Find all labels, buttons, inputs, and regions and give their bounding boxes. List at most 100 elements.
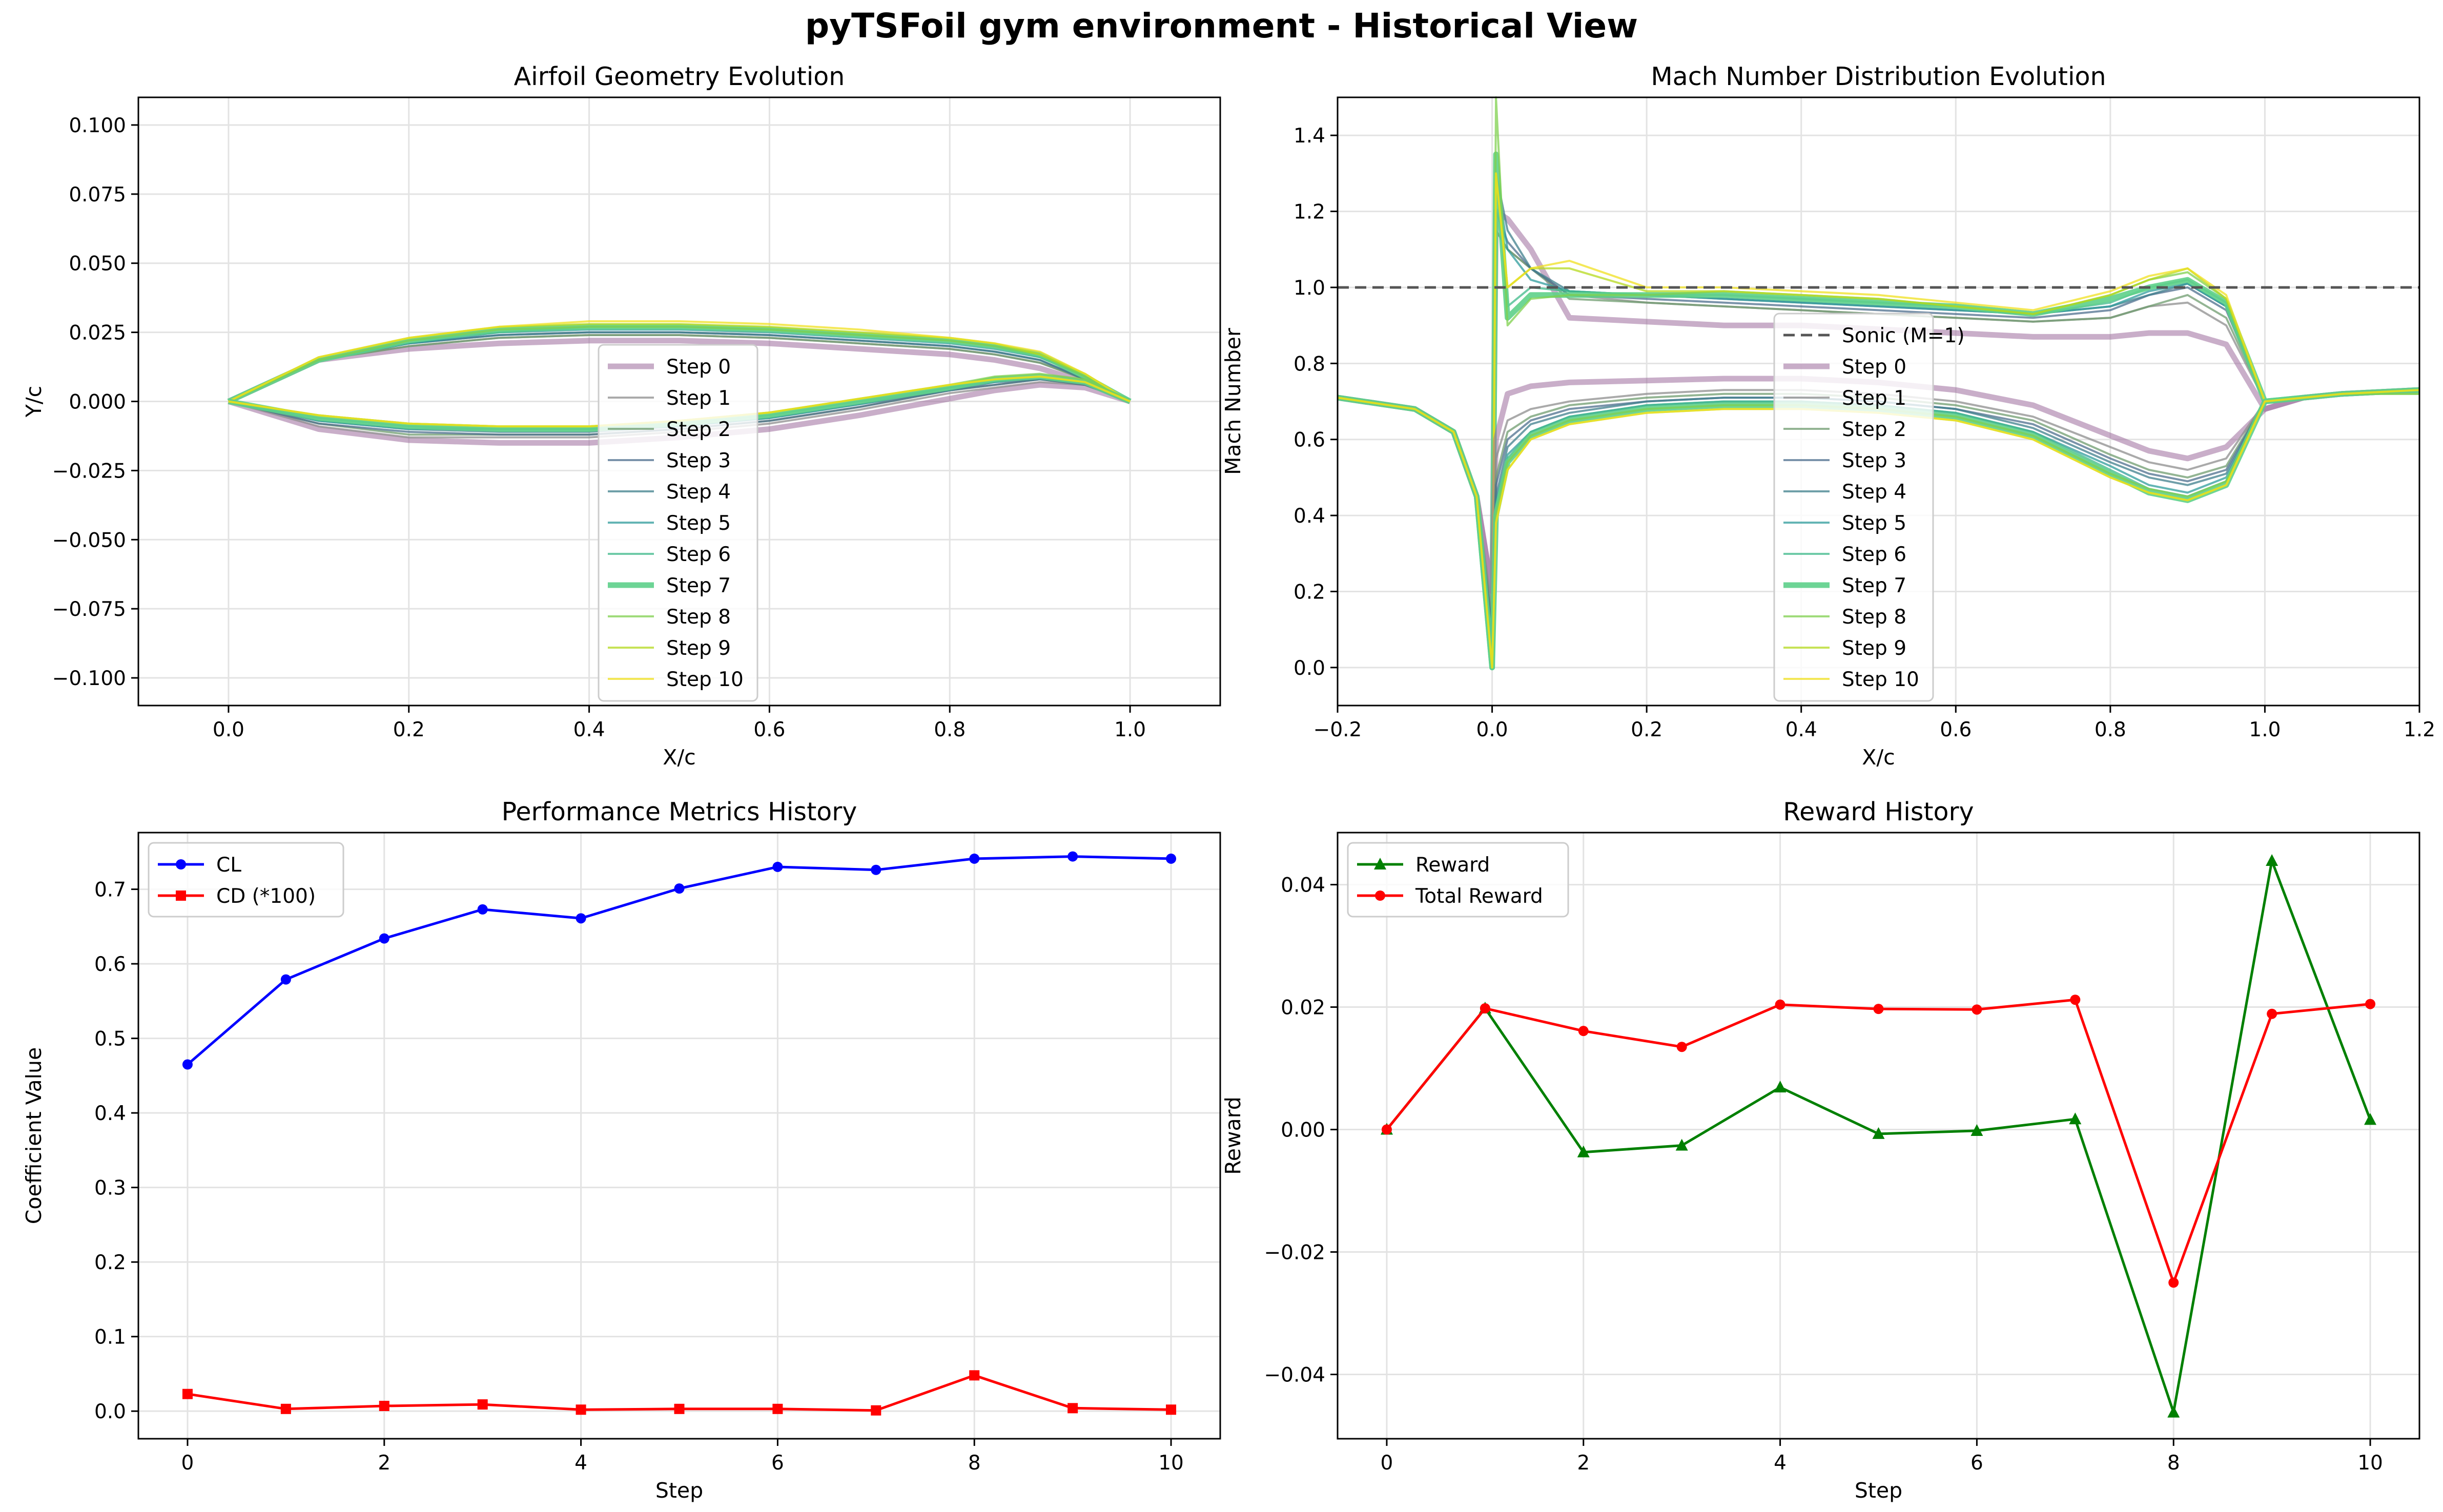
y-tick-label: 0.5	[94, 1028, 126, 1051]
x-tick-label: 6	[1970, 1452, 1983, 1475]
data-point	[1775, 999, 1785, 1010]
data-point	[2167, 1405, 2180, 1418]
legend-label: Step 6	[1842, 543, 1906, 566]
data-point	[1578, 1026, 1589, 1037]
y-tick-label: 0.050	[69, 253, 126, 276]
y-tick-label: 0.2	[94, 1251, 126, 1274]
y-tick-label: 1.4	[1294, 125, 1325, 148]
legend-label: CL	[216, 854, 241, 877]
data-point	[1166, 1404, 1177, 1415]
data-point	[969, 1370, 980, 1381]
y-axis-label: Y/c	[22, 386, 46, 418]
y-tick-label: 0.2	[1294, 581, 1325, 604]
data-point	[280, 974, 291, 985]
data-point	[772, 861, 783, 872]
y-tick-label: 0.8	[1294, 353, 1325, 376]
data-point	[1873, 1004, 1884, 1014]
legend-label: Step 1	[1842, 387, 1906, 410]
y-tick-label: 0.4	[1294, 505, 1325, 528]
axes-frame	[137, 832, 1221, 1440]
legend-frame	[148, 842, 344, 918]
axes-frame	[1337, 832, 2420, 1440]
y-tick-label: 0.0	[94, 1400, 126, 1423]
legend-label: Reward	[1415, 854, 1490, 877]
x-axis-label: X/c	[1862, 745, 1895, 770]
data-point	[1675, 1138, 1688, 1151]
y-tick-label: 0.000	[69, 391, 126, 414]
x-tick-label: 1.0	[2249, 718, 2281, 741]
y-tick-label: 0.0	[1294, 657, 1325, 680]
series-line-lower-step-0	[228, 382, 1131, 446]
data-point	[2266, 854, 2278, 866]
data-point	[871, 1405, 881, 1416]
legend-label: Step 6	[666, 543, 731, 566]
y-axis-label: Reward	[1221, 1096, 1245, 1175]
legend-label: Step 1	[666, 387, 731, 410]
x-tick-label: 6	[771, 1452, 784, 1475]
y-tick-label: 0.7	[94, 879, 126, 902]
legend-label: Step 3	[666, 449, 731, 472]
y-tick-label: 0.6	[1294, 429, 1325, 452]
y-tick-label: −0.050	[52, 529, 126, 552]
legend-label: Step 8	[1842, 606, 1906, 629]
y-tick-label: −0.02	[1264, 1241, 1325, 1265]
x-tick-label: 4	[574, 1452, 587, 1475]
axes-frame	[1337, 96, 2420, 707]
series-line-upper-step-2	[228, 334, 1131, 403]
panel-title: Mach Number Distribution Evolution	[1651, 62, 2106, 91]
legend-label: Step 9	[666, 637, 731, 660]
y-tick-label: 0.02	[1281, 997, 1325, 1020]
y-tick-label: 0.1	[94, 1326, 126, 1349]
legend-frame	[1773, 313, 1934, 702]
y-tick-label: 0.100	[69, 114, 126, 137]
legend-frame	[598, 344, 758, 702]
data-point	[182, 1389, 193, 1399]
legend-marker	[176, 859, 186, 869]
legend-marker	[176, 890, 186, 901]
x-tick-label: 0.4	[573, 718, 605, 741]
performance-series	[182, 851, 1177, 1416]
geometry-legend: Step 0 Step 1 Step 2 Step 3 Step 4 Step 5 Step…	[598, 344, 758, 702]
x-tick-label: 10	[1158, 1452, 1184, 1475]
performance-legend: CL CD (*100)	[148, 842, 344, 918]
x-tick-label: 0.4	[1785, 718, 1817, 741]
data-point	[674, 883, 685, 894]
y-axis-label: Mach Number	[1221, 328, 1245, 475]
data-point	[1676, 1042, 1687, 1052]
legend-label: Step 5	[1842, 512, 1906, 535]
legend-label: Step 4	[1842, 481, 1906, 504]
x-tick-label: 0	[181, 1452, 194, 1475]
legend-label: Step 10	[666, 668, 744, 691]
x-tick-label: 0.0	[213, 718, 244, 741]
axes-frame	[137, 96, 1221, 707]
x-tick-label: 2	[378, 1452, 391, 1475]
reward-axes: 0 2 4 6 8 10 −0.04 −0.02 0.00 0.02 0.04 Reward Hist…	[1221, 797, 2420, 1503]
y-axis-label: Coefficient Value	[22, 1047, 46, 1224]
x-tick-label: 0.8	[2095, 718, 2126, 741]
data-point	[477, 1399, 488, 1410]
data-point	[772, 1403, 783, 1414]
legend-label: Step 2	[666, 418, 731, 441]
legend-frame	[1347, 842, 1569, 918]
data-point	[1067, 1403, 1078, 1414]
y-tick-label: 1.2	[1294, 201, 1325, 224]
data-point	[1480, 1003, 1490, 1013]
legend-label: Step 2	[1842, 418, 1906, 441]
series-line-lower-step-1	[228, 381, 1131, 439]
x-axis-label: Step	[1855, 1478, 1902, 1503]
x-axis-label: X/c	[663, 745, 695, 770]
x-tick-label: 8	[968, 1452, 981, 1475]
data-point	[1067, 851, 1078, 862]
data-point	[871, 864, 881, 875]
legend-label: Step 7	[1842, 574, 1906, 597]
data-point	[2364, 1113, 2377, 1125]
reward-series	[1380, 854, 2377, 1418]
reward-legend: Reward Total Reward	[1347, 842, 1569, 918]
legend-marker	[1375, 890, 1385, 901]
legend-label: Step 5	[666, 512, 731, 535]
x-tick-label: 0.6	[753, 718, 785, 741]
x-tick-label: 4	[1774, 1452, 1787, 1475]
data-point	[2267, 1008, 2277, 1019]
data-point	[576, 1404, 586, 1415]
